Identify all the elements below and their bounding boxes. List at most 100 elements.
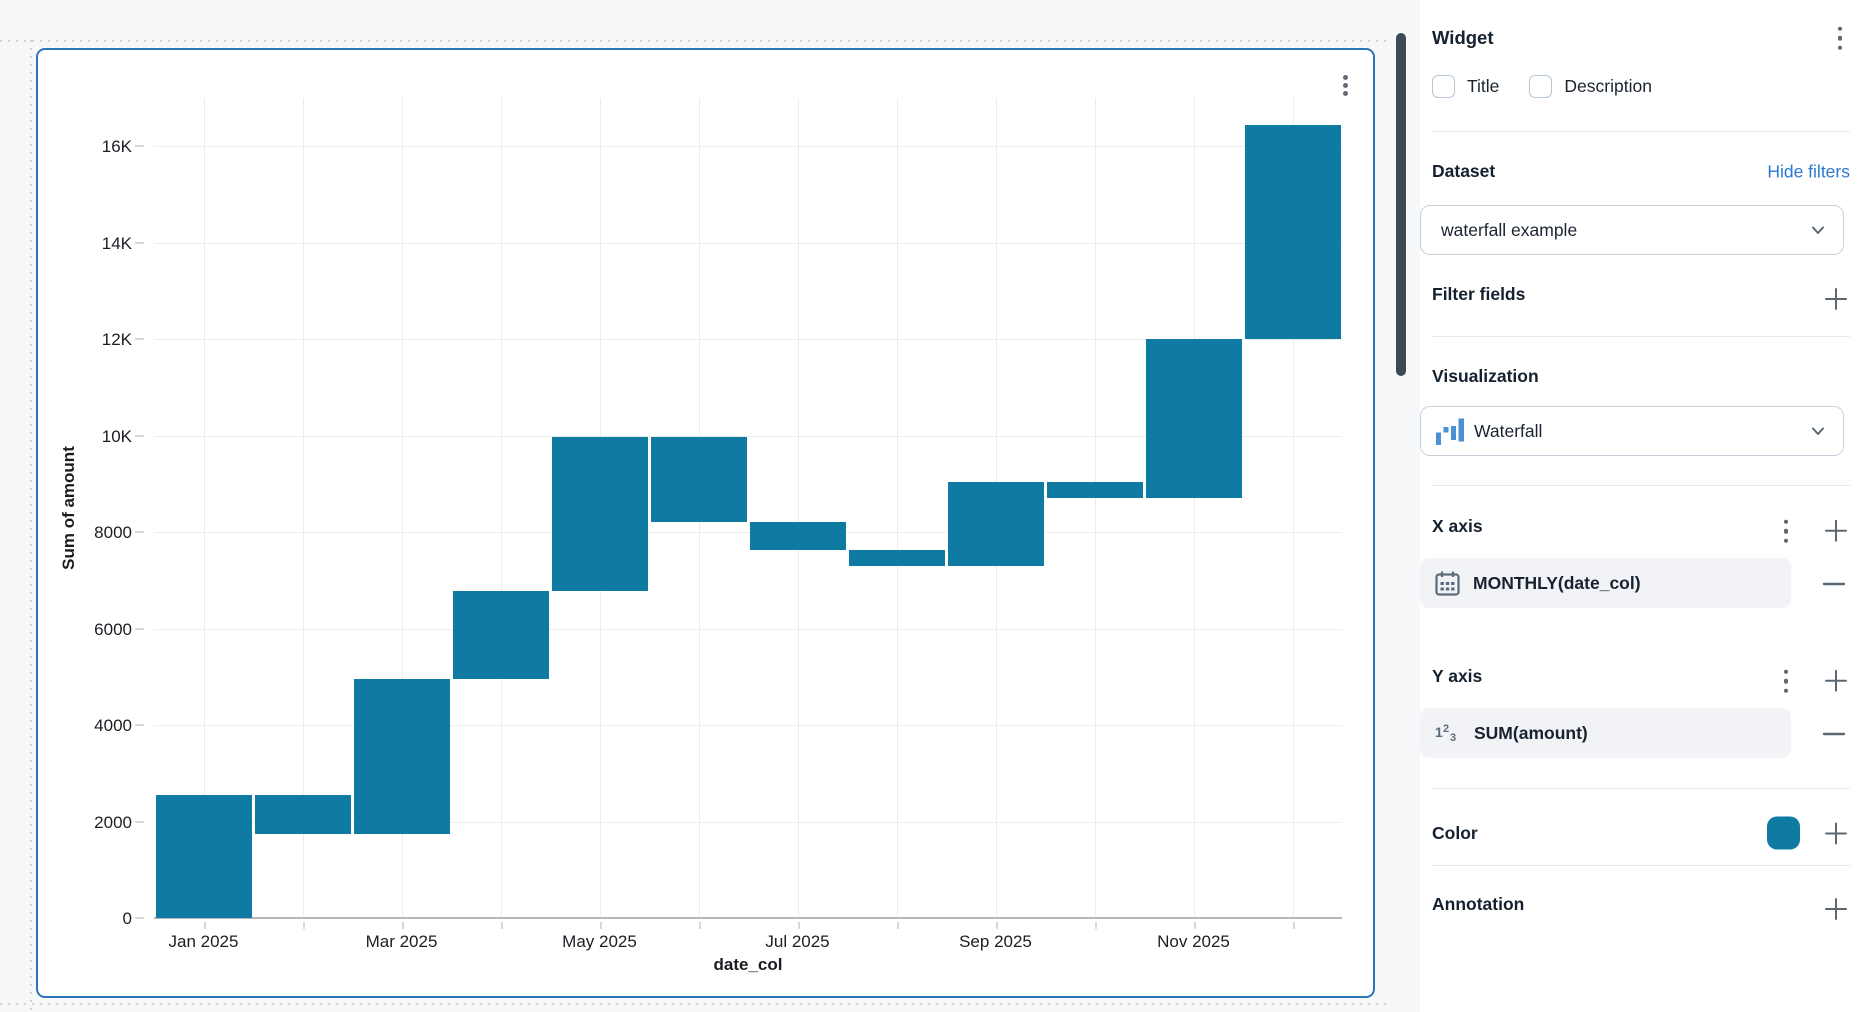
dataset-select-value: waterfall example [1441, 219, 1578, 240]
gridline-vertical [203, 98, 205, 918]
svg-text:2: 2 [1443, 723, 1449, 735]
title-checkbox[interactable] [1432, 75, 1455, 98]
x-axis-baseline [154, 917, 1342, 919]
gridline-vertical [1094, 98, 1096, 918]
x-axis-tick [896, 922, 899, 929]
y-axis-tick [135, 917, 144, 919]
dataset-label: Dataset [1432, 161, 1496, 181]
y-axis-field-name: SUM(amount) [1474, 722, 1588, 743]
x-axis-tick-label: Nov 2025 [1157, 932, 1230, 951]
plus-icon [1825, 670, 1847, 692]
x-axis-label: X axis [1432, 516, 1483, 536]
y-axis-tick [135, 531, 144, 534]
color-swatch[interactable] [1767, 816, 1800, 850]
x-axis-tick-label: Jul 2025 [765, 932, 830, 951]
waterfall-bar[interactable] [353, 679, 450, 835]
widget-options-kebab-icon[interactable] [1830, 24, 1850, 53]
y-axis-kebab-icon[interactable] [1776, 667, 1796, 696]
remove-y-axis-field-button[interactable] [1820, 720, 1848, 748]
divider [1432, 336, 1850, 337]
waterfall-chart-icon [1436, 418, 1464, 445]
waterfall-bar[interactable] [254, 795, 351, 835]
y-axis-tick [135, 724, 144, 727]
add-annotation-button[interactable] [1822, 895, 1850, 923]
waterfall-bar[interactable] [452, 590, 549, 680]
waterfall-bar[interactable] [1244, 125, 1341, 340]
gridline-vertical [797, 98, 799, 918]
snap-guide-top [0, 40, 1392, 42]
waterfall-bar[interactable] [848, 550, 945, 566]
waterfall-bar[interactable] [1145, 339, 1242, 499]
gridline-vertical [500, 98, 502, 918]
y-axis-tick [135, 145, 144, 148]
x-axis-tick-label: Mar 2025 [365, 932, 438, 951]
annotation-label: Annotation [1432, 894, 1525, 914]
x-axis-tick-label: Sep 2025 [959, 932, 1032, 951]
y-axis-tick-label: 14K [101, 233, 132, 253]
visualization-label: Visualization [1432, 366, 1539, 386]
y-axis-tick [135, 820, 144, 823]
minus-icon [1822, 582, 1846, 586]
waterfall-bar[interactable] [551, 437, 648, 591]
x-axis-tick [401, 922, 404, 929]
color-row: Color [1432, 816, 1850, 850]
waterfall-bar[interactable] [947, 481, 1044, 566]
y-axis-header-row: Y axis [1432, 666, 1850, 696]
add-color-rule-button[interactable] [1822, 819, 1850, 847]
divider [1432, 485, 1850, 486]
divider [1432, 865, 1850, 866]
x-axis-tick [302, 922, 305, 929]
y-axis-tick-label: 12K [101, 330, 132, 350]
remove-x-axis-field-button[interactable] [1820, 570, 1848, 598]
divider [1432, 131, 1850, 132]
gridline-vertical [401, 98, 403, 918]
canvas-scrollbar-thumb[interactable] [1396, 33, 1406, 376]
hide-filters-link[interactable]: Hide filters [1767, 161, 1850, 181]
widget-header-row: Widget [1432, 26, 1850, 50]
waterfall-bar[interactable] [1046, 481, 1143, 499]
gridline-horizontal [154, 146, 1342, 148]
dataset-select[interactable]: waterfall example [1420, 205, 1844, 255]
widget-kebab-menu-icon[interactable] [1335, 72, 1355, 98]
gridline-horizontal [154, 242, 1342, 244]
gridline-horizontal [154, 628, 1342, 630]
add-y-axis-field-button[interactable] [1822, 667, 1850, 695]
add-x-axis-field-button[interactable] [1822, 517, 1850, 545]
x-axis-tick [1292, 922, 1295, 929]
x-axis-kebab-icon[interactable] [1776, 517, 1796, 546]
y-axis-tick [135, 338, 144, 341]
y-axis-tick [135, 241, 144, 244]
y-axis-tick-label: 0 [122, 909, 132, 928]
snap-guide-left [30, 40, 32, 1012]
waterfall-bar[interactable] [749, 521, 846, 551]
snap-guide-bottom [0, 1003, 1392, 1005]
sidebar-title: Widget [1432, 27, 1494, 48]
calendar-icon [1435, 571, 1460, 596]
waterfall-bar[interactable] [155, 795, 252, 918]
widget-config-sidebar: Widget Title Description Dataset Hide fi… [1420, 0, 1864, 1012]
y-axis-tick-label: 16K [101, 137, 132, 157]
plus-icon [1825, 520, 1847, 542]
gridline-horizontal [154, 435, 1342, 437]
x-axis-tick [797, 922, 800, 929]
y-axis-field-pill[interactable]: 1 2 3 SUM(amount) [1420, 708, 1791, 758]
chevron-down-icon [1812, 226, 1824, 234]
visualization-select[interactable]: Waterfall [1420, 406, 1844, 456]
x-axis-tick [698, 922, 701, 929]
gridline-horizontal [154, 725, 1342, 727]
gridline-horizontal [154, 339, 1342, 341]
x-axis-tick [203, 922, 206, 929]
y-axis-tick-label: 4000 [94, 716, 132, 736]
gridline-vertical [302, 98, 304, 918]
add-filter-field-button[interactable] [1822, 285, 1850, 313]
y-axis-tick-label: 8000 [94, 523, 132, 543]
divider [1432, 788, 1850, 789]
x-axis-field-pill[interactable]: MONTHLY(date_col) [1420, 558, 1791, 608]
waterfall-chart: 0 2000 4000 6000 8000 10K 12K 14K 16K Jan 2025 Mar… [38, 50, 1373, 996]
plus-icon [1825, 288, 1847, 310]
filter-fields-label: Filter fields [1432, 284, 1526, 304]
gridline-horizontal [154, 821, 1342, 823]
chart-widget-card[interactable]: 0 2000 4000 6000 8000 10K 12K 14K 16K Jan 2025 Mar… [36, 48, 1375, 998]
waterfall-bar[interactable] [650, 437, 747, 522]
description-checkbox[interactable] [1529, 75, 1553, 98]
